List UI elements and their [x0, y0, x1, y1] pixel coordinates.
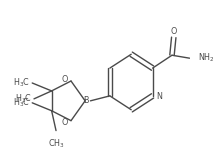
Text: H$_3$C: H$_3$C: [13, 97, 31, 109]
Text: H$_3$C: H$_3$C: [13, 77, 31, 89]
Text: O: O: [170, 27, 177, 36]
Text: H$_3$C: H$_3$C: [15, 93, 32, 105]
Text: B: B: [83, 96, 89, 105]
Text: NH$_2$: NH$_2$: [198, 52, 215, 64]
Text: CH$_3$: CH$_3$: [48, 138, 64, 150]
Text: N: N: [156, 92, 162, 101]
Text: O: O: [61, 74, 68, 83]
Text: O: O: [61, 118, 68, 127]
